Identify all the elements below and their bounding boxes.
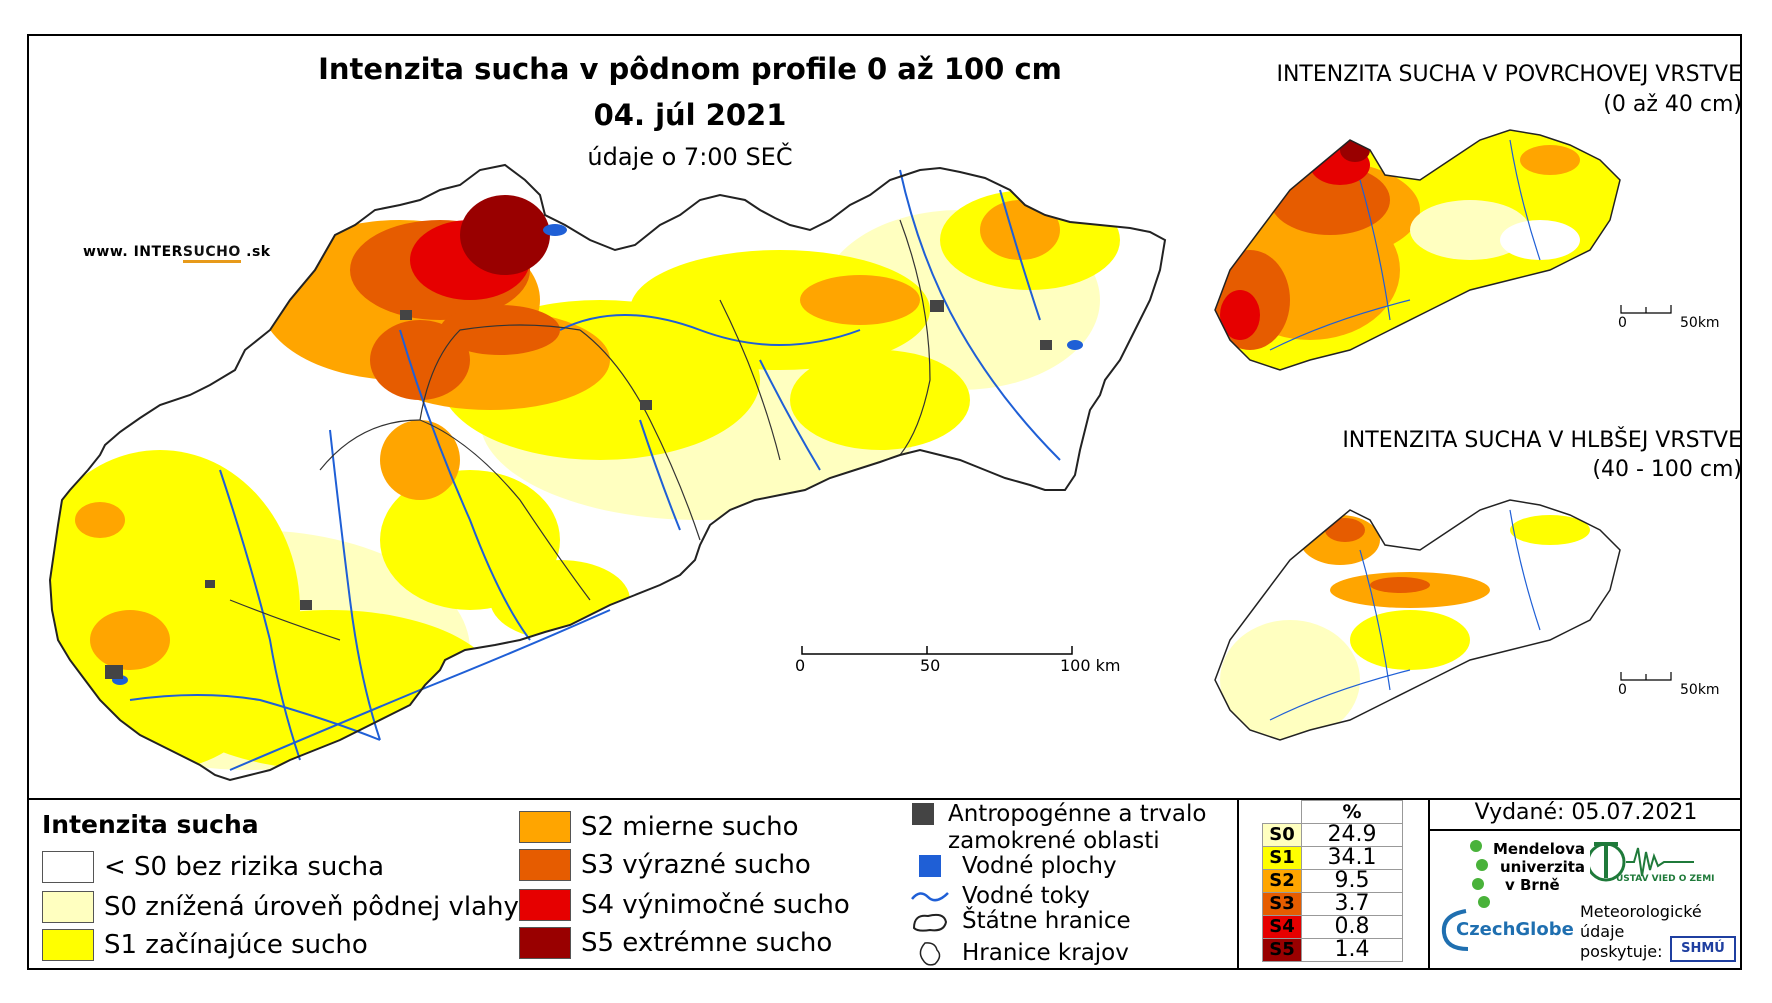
inset-bottom-scale [1620, 672, 1672, 681]
main-map [49, 164, 1166, 781]
map-date: 04. júl 2021 [593, 98, 787, 132]
map-time: údaje o 7:00 SEČ [587, 143, 793, 171]
legend-swatch [519, 849, 571, 881]
legend-swatch [519, 889, 571, 921]
legend-swatch [42, 851, 94, 883]
legend-item-s1: S1 začínajúce sucho [42, 929, 368, 961]
meteo-line3: poskytuje: [1580, 942, 1663, 961]
legend-swatch [42, 929, 94, 961]
state-border-icon [912, 913, 948, 932]
mendelu-line1: Mendelova [1493, 840, 1586, 858]
legend-item-s3: S3 výrazné sucho [519, 849, 811, 881]
legend-panel [27, 798, 1742, 972]
map-title: Intenzita sucha v pôdnom profile 0 až 10… [318, 52, 1062, 86]
inset-top-scale-end: 50km [1680, 315, 1720, 331]
table-row: S1 34.1 [1262, 846, 1403, 870]
info-divider [1428, 800, 1430, 970]
legend-state-border: Štátne hranice [910, 908, 1131, 935]
inset-bottom-scale-end: 50km [1680, 682, 1720, 698]
uvz-logo-icon [1590, 842, 1694, 882]
legend-item-s2: S2 mierne sucho [519, 811, 799, 843]
table-row: S2 9.5 [1262, 869, 1403, 893]
legend-rivers: Vodné toky [910, 883, 1090, 910]
urban-area-icon [912, 803, 934, 825]
mendelu-line2: univerzita [1500, 858, 1586, 876]
uvz-logo: ÚSTAV VIED O ZEMI [1616, 874, 1715, 884]
scale-mid: 50 [920, 656, 941, 675]
mendelu-dots-icon [1470, 840, 1490, 908]
legend-title: Intenzita sucha [42, 810, 259, 839]
inset-top-map [1214, 129, 1621, 371]
shmu-logo: SHMÚ [1670, 936, 1736, 962]
meteo-line1: Meteorologické [1580, 902, 1702, 921]
issued-divider [1428, 829, 1742, 831]
mendelu-line3: v Brně [1505, 876, 1560, 894]
legend-swatch [519, 927, 571, 959]
scale-end: 100 km [1060, 656, 1121, 675]
inset-bottom-scale-zero: 0 [1618, 682, 1627, 698]
legend-swatch [519, 811, 571, 843]
czechglobe-logo: CzechGlobe [1456, 919, 1574, 940]
region-border-icon [919, 942, 941, 966]
legend-water-bodies: Vodné plochy [910, 853, 1117, 880]
legend-anthropogenic: Antropogénne a trvalo zamokrené oblasti [910, 801, 1240, 855]
scale-zero: 0 [795, 656, 806, 675]
legend-swatch [42, 891, 94, 923]
water-body-icon [919, 855, 941, 877]
meteo-line2: údaje [1580, 922, 1625, 941]
stats-table: % S0 24.9 S1 34.1 S2 9.5 S3 3.7 S4 0.8 S… [1262, 800, 1403, 962]
inset-bottom-map [1214, 499, 1621, 741]
legend-item-s4: S4 výnimočné sucho [519, 889, 850, 921]
map-frame [27, 34, 1742, 970]
table-row: % [1263, 800, 1403, 824]
legend-item-s0: S0 znížená úroveň pôdnej vlahy [42, 891, 519, 923]
table-row: S3 3.7 [1262, 892, 1403, 916]
legend-item-s5: S5 extrémne sucho [519, 927, 832, 959]
inset-top-title: INTENZITA SUCHA V POVRCHOVEJ VRSTVE [1276, 62, 1742, 87]
river-icon [911, 892, 949, 902]
inset-top-scale [1620, 305, 1672, 314]
legend-divider [1237, 800, 1239, 970]
legend-region-borders: Hranice krajov [910, 940, 1129, 968]
table-row: S0 24.9 [1262, 823, 1403, 847]
main-scale-bar [801, 646, 1073, 655]
czechglobe-icon [1441, 909, 1469, 951]
inset-bottom-subtitle: (40 - 100 cm) [1592, 457, 1742, 482]
inset-top-scale-zero: 0 [1618, 315, 1627, 331]
legend-item-below-s0: < S0 bez rizika sucha [42, 851, 384, 883]
intersucho-watermark: www. INTERSUCHO .sk [83, 244, 271, 263]
inset-bottom-title: INTENZITA SUCHA V HLBŠEJ VRSTVE [1342, 428, 1742, 453]
stats-header: % [1301, 800, 1403, 824]
table-row: S4 0.8 [1262, 915, 1403, 939]
issued-date: Vydané: 05.07.2021 [1474, 800, 1698, 825]
inset-top-subtitle: (0 až 40 cm) [1603, 92, 1742, 117]
table-row: S5 1.4 [1262, 938, 1403, 962]
